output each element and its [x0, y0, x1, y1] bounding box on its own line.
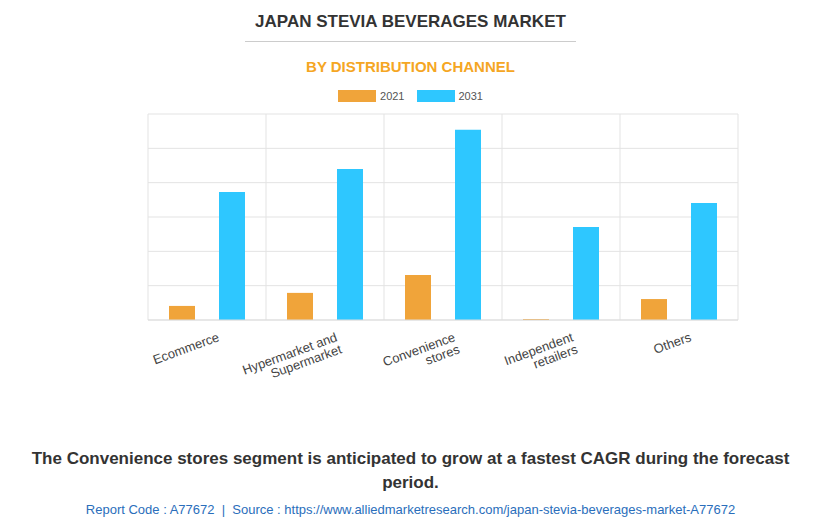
- svg-text:Ecommerce: Ecommerce: [151, 329, 221, 367]
- svg-text:Others: Others: [651, 329, 693, 357]
- svg-text:Conveniencestores: Conveniencestores: [381, 329, 462, 381]
- html-text:The Convenience stores segment: The Convenience stores segment is antici…: [31, 449, 790, 492]
- html-text:JAPAN STEVIA BEVERAGES MARKET: JAPAN STEVIA BEVERAGES MARKET: [255, 12, 566, 31]
- svg-text:Hypermarket andSupermarket: Hypermarket andSupermarket: [240, 329, 344, 390]
- html-text:Report Code : A77672 | Source: Report Code : A77672 | Source : https://…: [85, 502, 736, 517]
- html-text:2021: 2021: [380, 90, 405, 102]
- html-text:2031: 2031: [458, 90, 483, 102]
- svg-text:Independentretailers: Independentretailers: [502, 329, 580, 380]
- html-text:BY DISTRIBUTION CHANNEL: BY DISTRIBUTION CHANNEL: [306, 58, 515, 75]
